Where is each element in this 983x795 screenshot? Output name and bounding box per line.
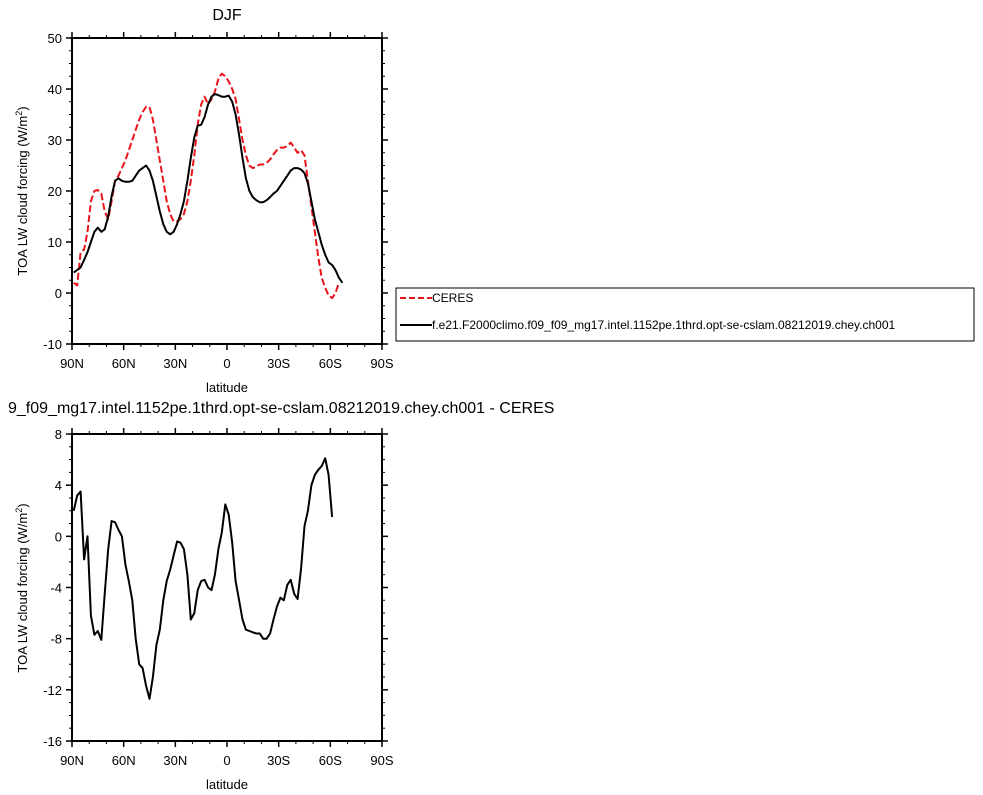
- top-chart-title: DJF: [212, 7, 242, 24]
- bottom-chart-x-axis: 90N 60N 30N 0 30S 60S 90S: [60, 428, 394, 768]
- x-tick-label: 90N: [60, 356, 84, 371]
- x-tick-label: 90S: [370, 753, 393, 768]
- y-tick-label: 30: [48, 133, 62, 148]
- y-axis-title-close: ): [15, 503, 30, 507]
- legend-label-ceres: CERES: [432, 291, 473, 305]
- top-chart-panel: DJF -10 0 10 20 30 40 50 90N 60N 30N 0 30S 60S 90S l…: [14, 7, 394, 395]
- series-line-ceres: [73, 72, 340, 300]
- y-tick-label: 50: [48, 31, 62, 46]
- x-tick-label: 60S: [319, 753, 342, 768]
- top-chart-plot-area: [71, 37, 383, 345]
- y-tick-label: 20: [48, 184, 62, 199]
- y-tick-label: -8: [50, 632, 62, 647]
- y-tick-label: 4: [55, 478, 62, 493]
- y-axis-title-close: ): [15, 106, 30, 110]
- top-chart-x-axis-title: latitude: [206, 380, 248, 395]
- y-tick-label: 40: [48, 82, 62, 97]
- y-tick-label: -16: [43, 734, 62, 749]
- y-tick-label: 0: [55, 529, 62, 544]
- plot-frame: [71, 37, 383, 345]
- y-tick-label: 8: [55, 427, 62, 442]
- y-tick-label: -12: [43, 683, 62, 698]
- bottom-chart-x-axis-title: latitude: [206, 777, 248, 792]
- bottom-chart-y-axis-title: TOA LW cloud forcing (W/m2): [14, 503, 30, 672]
- bottom-chart-plot-area: [71, 433, 383, 742]
- top-chart-x-axis: 90N 60N 30N 0 30S 60S 90S: [60, 32, 394, 371]
- x-tick-label: 60S: [319, 356, 342, 371]
- series-line-difference: [72, 457, 334, 700]
- x-tick-label: 60N: [112, 753, 136, 768]
- x-tick-label: 30S: [267, 356, 290, 371]
- x-tick-label: 90N: [60, 753, 84, 768]
- legend-box: [395, 287, 975, 342]
- y-axis-title-text: TOA LW cloud forcing (W/m: [15, 116, 30, 276]
- y-tick-label: -4: [50, 581, 62, 596]
- series-line-model: [73, 93, 344, 284]
- legend-label-model: f.e21.F2000climo.f09_f09_mg17.intel.1152…: [432, 318, 896, 332]
- top-chart-y-axis: -10 0 10 20 30 40 50: [43, 31, 388, 352]
- chart-legend: CERES f.e21.F2000climo.f09_f09_mg17.inte…: [395, 287, 975, 342]
- bottom-chart-title: 9_f09_mg17.intel.1152pe.1thrd.opt-se-csl…: [8, 400, 554, 417]
- y-axis-title-sup: 2: [14, 508, 24, 513]
- x-tick-label: 30N: [163, 356, 187, 371]
- y-tick-label: 10: [48, 235, 62, 250]
- x-tick-label: 30S: [267, 753, 290, 768]
- y-tick-label: -10: [43, 337, 62, 352]
- bottom-chart-y-axis: -16 -12 -8 -4 0 4 8: [43, 427, 388, 749]
- x-tick-label: 30N: [163, 753, 187, 768]
- x-tick-label: 0: [223, 356, 230, 371]
- x-tick-label: 90S: [370, 356, 393, 371]
- y-axis-title-sup: 2: [14, 111, 24, 116]
- bottom-chart-panel: 9_f09_mg17.intel.1152pe.1thrd.opt-se-csl…: [8, 400, 554, 792]
- y-axis-title-text: TOA LW cloud forcing (W/m: [15, 513, 30, 673]
- y-tick-label: 0: [55, 286, 62, 301]
- x-tick-label: 0: [223, 753, 230, 768]
- x-tick-label: 60N: [112, 356, 136, 371]
- plot-frame: [71, 433, 383, 742]
- top-chart-y-axis-title: TOA LW cloud forcing (W/m2): [14, 106, 30, 275]
